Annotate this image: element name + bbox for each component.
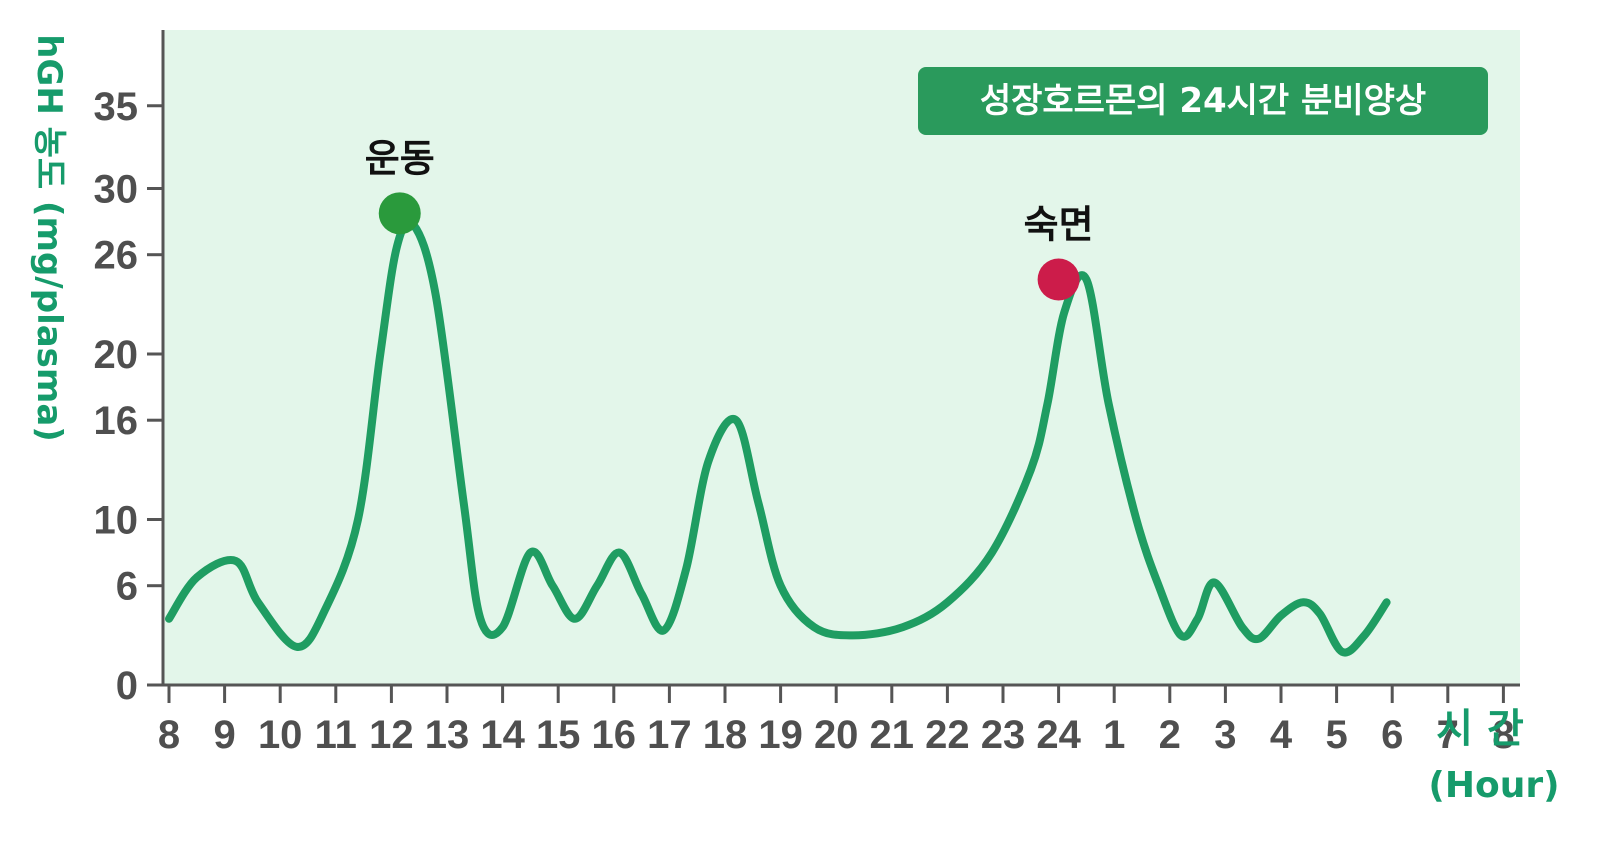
y-tick-label: 30 [94,168,139,212]
x-tick-label: 7 [1437,713,1459,757]
y-tick-label: 16 [94,399,139,443]
x-tick-label: 5 [1325,713,1347,757]
x-tick-label: 2 [1159,713,1181,757]
x-tick-label: 6 [1381,713,1403,757]
x-tick-label: 22 [925,713,970,757]
y-tick-label: 10 [94,499,139,543]
plot-background [163,30,1520,685]
x-tick-label: 8 [1492,713,1514,757]
y-axis-title: hGH 농도 (mg/plasma) [29,34,69,442]
peak-marker [1037,258,1080,301]
y-tick-label: 35 [94,85,139,129]
x-tick-label: 17 [647,713,692,757]
x-tick-label: 3 [1214,713,1236,757]
x-tick-label: 1 [1103,713,1125,757]
chart-title: 성장호르몬의 24시간 분비양상 [980,81,1426,121]
x-tick-label: 19 [758,713,803,757]
chart-title-box: 성장호르몬의 24시간 분비양상 [918,67,1488,135]
x-axis-title-line-2: (Hour) [1428,765,1559,806]
y-tick-label: 6 [116,565,138,609]
x-tick-label: 4 [1270,713,1293,757]
y-tick-label: 0 [116,664,138,708]
x-tick-label: 9 [213,713,235,757]
y-tick-label: 20 [94,333,139,377]
peak-label: 숙면 [1024,203,1094,247]
series-group [165,217,1391,657]
x-tick-label: 13 [425,713,470,757]
x-tick-label: 23 [981,713,1026,757]
x-tick-label: 11 [315,713,357,757]
x-tick-label: 18 [703,713,748,757]
x-tick-label: 14 [480,713,525,757]
series-line [165,217,1391,657]
x-tick-label: 24 [1036,713,1081,757]
x-tick-label: 20 [814,713,859,757]
x-tick-label: 10 [258,713,303,757]
x-tick-label: 16 [592,713,637,757]
chart-title-background [918,67,1488,135]
x-tick-label: 21 [870,713,915,757]
x-tick-label: 15 [536,713,581,757]
x-tick-label: 8 [158,713,180,757]
y-tick-label: 26 [94,234,139,278]
peak-label: 운동 [365,136,435,180]
x-tick-label: 12 [369,713,414,757]
x-axis-title-line-1: 시 간 [1436,706,1524,752]
peak-marker [378,192,421,235]
